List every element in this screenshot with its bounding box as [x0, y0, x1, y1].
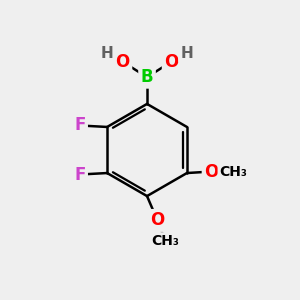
Text: CH₃: CH₃ [151, 234, 179, 248]
Text: O: O [150, 212, 165, 230]
Text: O: O [204, 163, 218, 181]
Text: CH₃: CH₃ [220, 164, 248, 178]
Text: F: F [74, 166, 85, 184]
Text: O: O [164, 53, 178, 71]
Text: O: O [116, 53, 130, 71]
Text: H: H [181, 46, 193, 61]
Text: H: H [101, 46, 114, 61]
Text: B: B [141, 68, 153, 86]
Text: F: F [74, 116, 85, 134]
